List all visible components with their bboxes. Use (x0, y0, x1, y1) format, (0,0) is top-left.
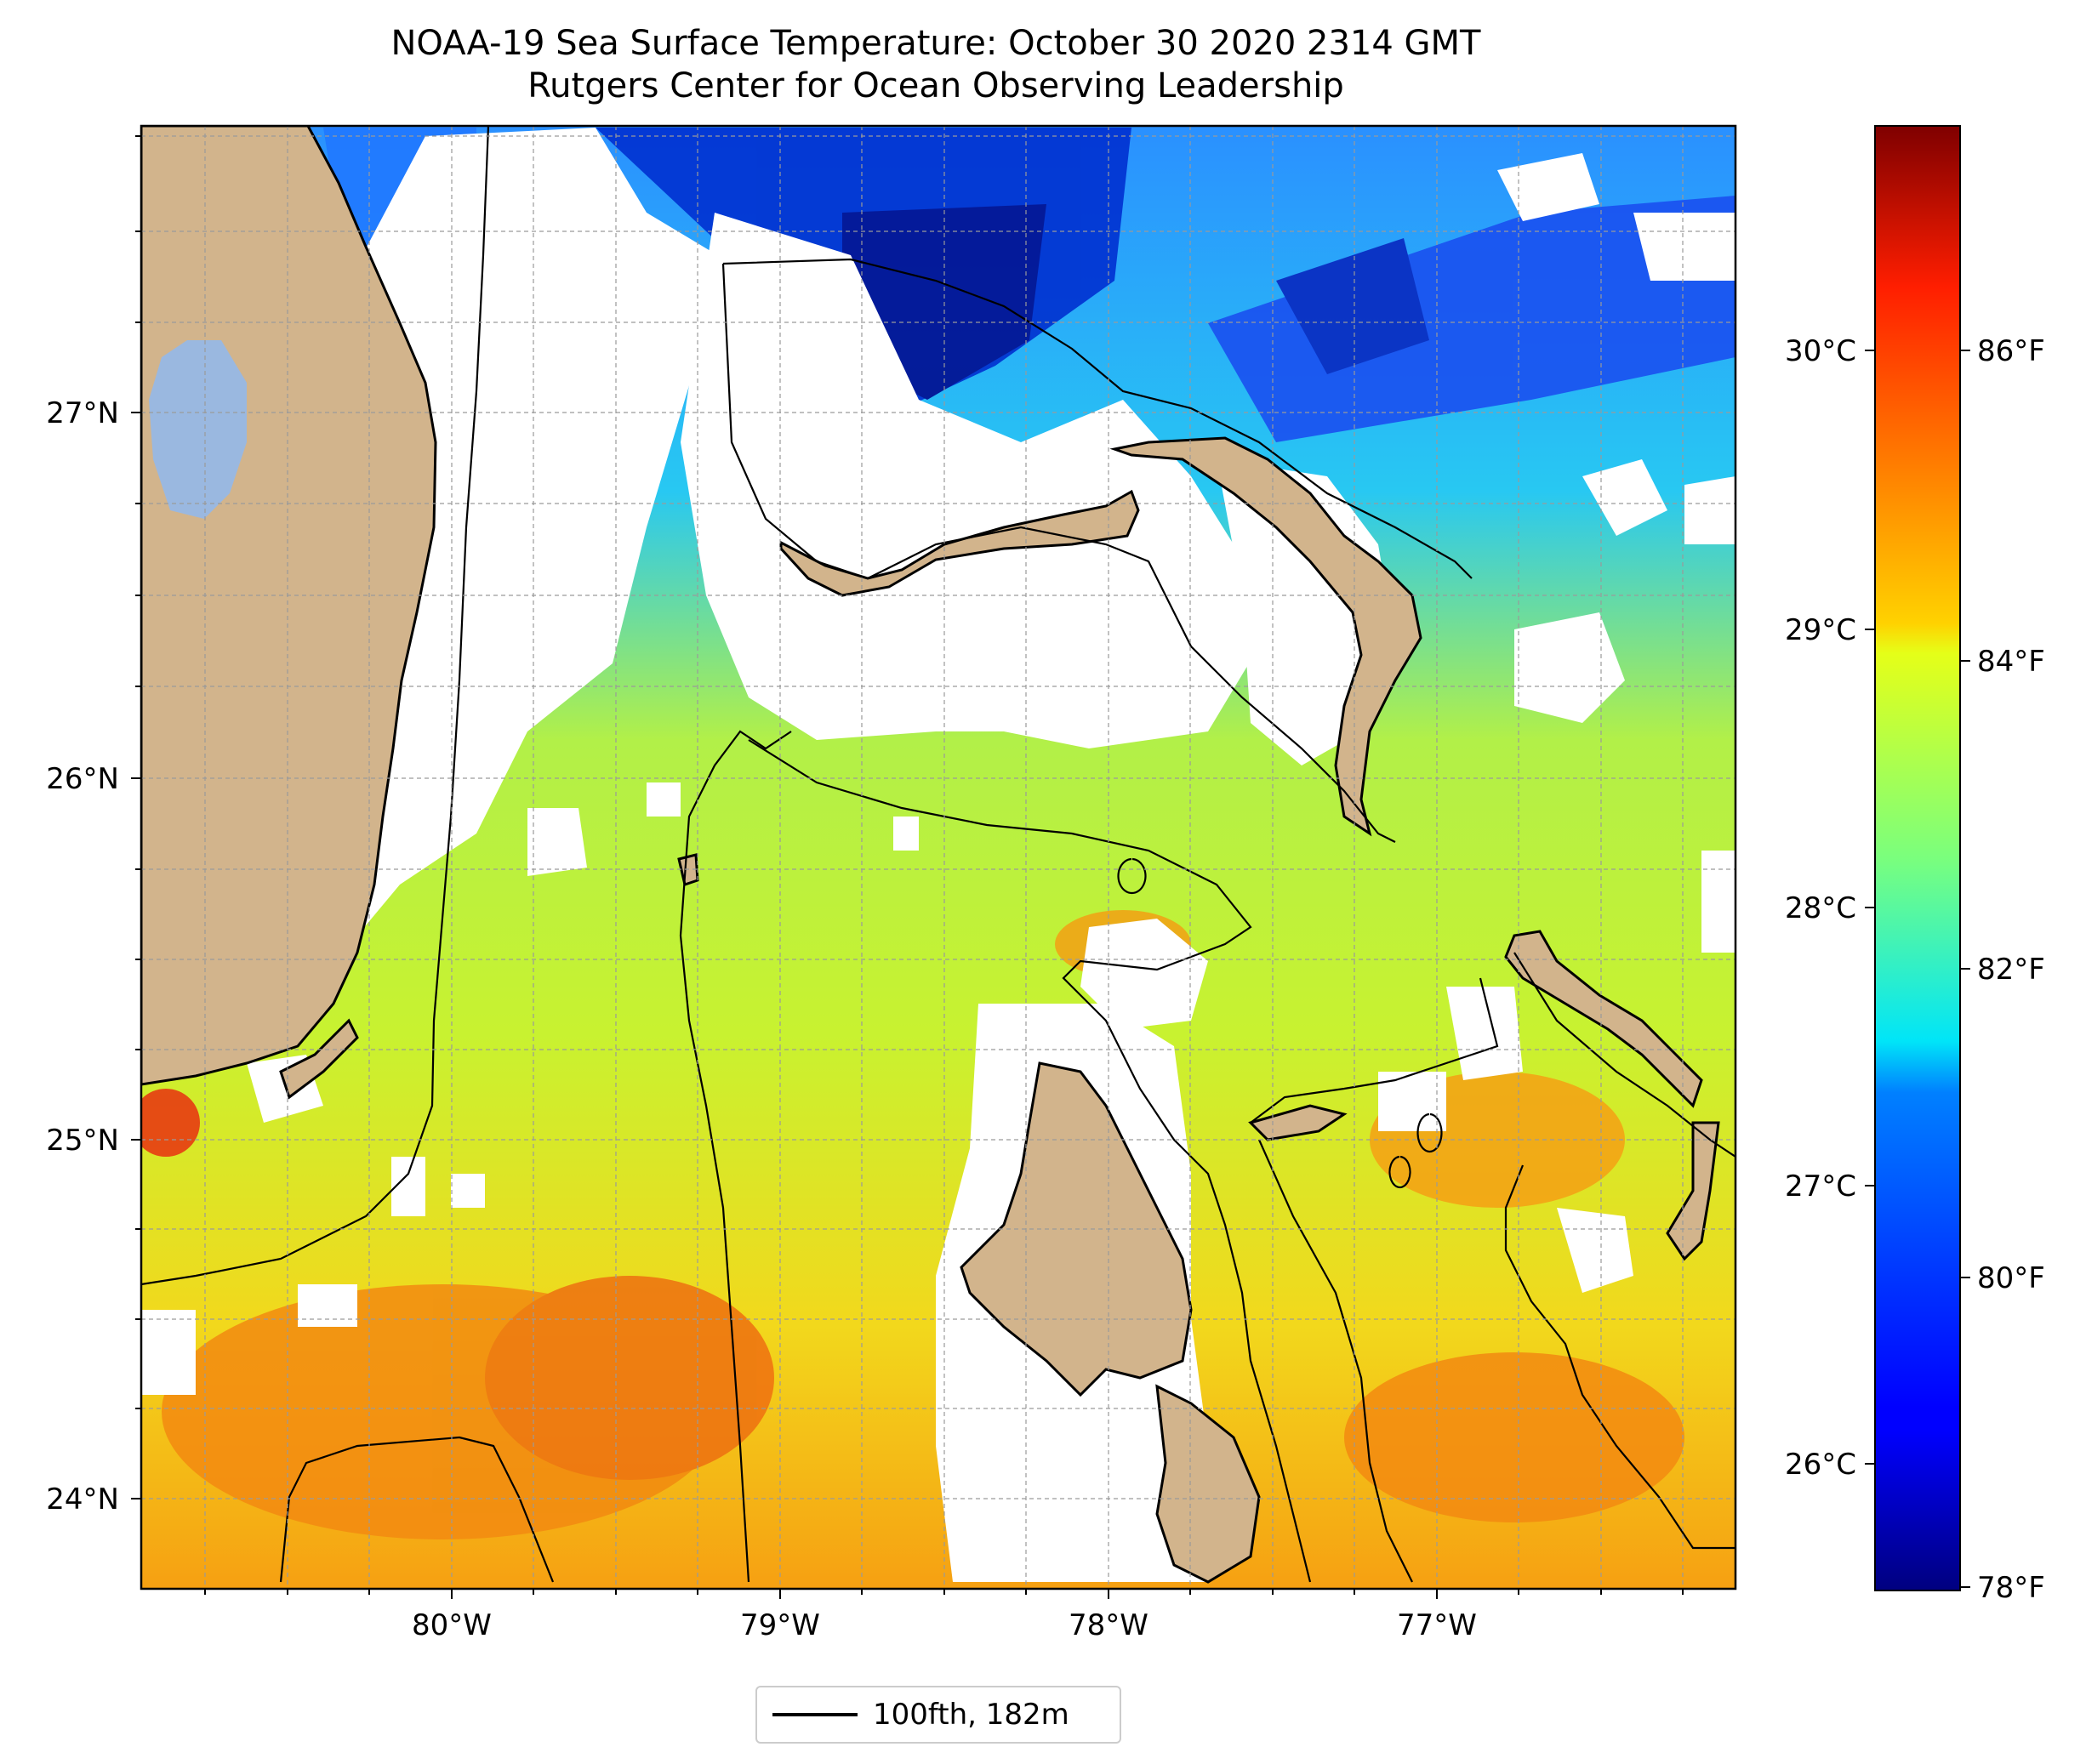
new-providence-land (1248, 1104, 1348, 1141)
lat-axis (131, 135, 141, 1499)
lon-tick-label-77w: 77°W (1397, 1608, 1477, 1642)
colorbar-tick-84f: 84°F (1977, 645, 2045, 679)
colorbar-tick-86f: 86°F (1977, 334, 2045, 368)
lon-tick-label-80w: 80°W (412, 1608, 492, 1642)
isobath-100fth (141, 126, 1735, 1583)
gridlines (141, 126, 1735, 1589)
map-area (141, 126, 1735, 1589)
lon-axis (204, 1589, 1684, 1599)
lat-tick-label-26: 26°N (46, 762, 119, 796)
colorbar (1874, 125, 1961, 1591)
title-line-2: Rutgers Center for Ocean Observing Leade… (527, 66, 1344, 105)
colorbar-fahrenheit-ticks (1960, 350, 1970, 1588)
eleuthera-land (1504, 930, 1703, 1108)
colorbar-tick-82f: 82°F (1977, 953, 2045, 987)
lat-tick-label-24: 24°N (46, 1482, 119, 1516)
florida-keys-land (279, 1018, 359, 1100)
colorbar-celsius-ticks (1865, 350, 1875, 1465)
cat-island-land (1666, 1121, 1720, 1261)
andros-south-land (1155, 1384, 1261, 1584)
legend-isobath-label: 100fth, 182m (873, 1698, 1069, 1732)
map-title: NOAA-19 Sea Surface Temperature: October… (136, 22, 1735, 107)
title-line-1: NOAA-19 Sea Surface Temperature: October… (390, 24, 1481, 63)
colorbar-tick-26c: 26°C (1785, 1448, 1856, 1482)
lon-tick-label-78w: 78°W (1069, 1608, 1148, 1642)
lat-tick-label-25: 25°N (46, 1124, 119, 1158)
colorbar-tick-30c: 30°C (1785, 334, 1856, 368)
colorbar-tick-29c: 29°C (1785, 613, 1856, 647)
lon-tick-label-79w: 79°W (740, 1608, 820, 1642)
colorbar-tick-27c: 27°C (1785, 1169, 1856, 1204)
lat-tick-label-27: 27°N (46, 396, 119, 430)
colorbar-tick-80f: 80°F (1977, 1261, 2045, 1295)
lake-okeechobee (149, 340, 247, 519)
legend: 100fth, 182m (755, 1686, 1121, 1744)
colorbar-tick-78f: 78°F (1977, 1571, 2045, 1605)
map-frame (140, 124, 1737, 1590)
legend-isobath-swatch (772, 1713, 858, 1716)
colorbar-tick-28c: 28°C (1785, 891, 1856, 925)
warm-sst-patches (141, 910, 1684, 1539)
